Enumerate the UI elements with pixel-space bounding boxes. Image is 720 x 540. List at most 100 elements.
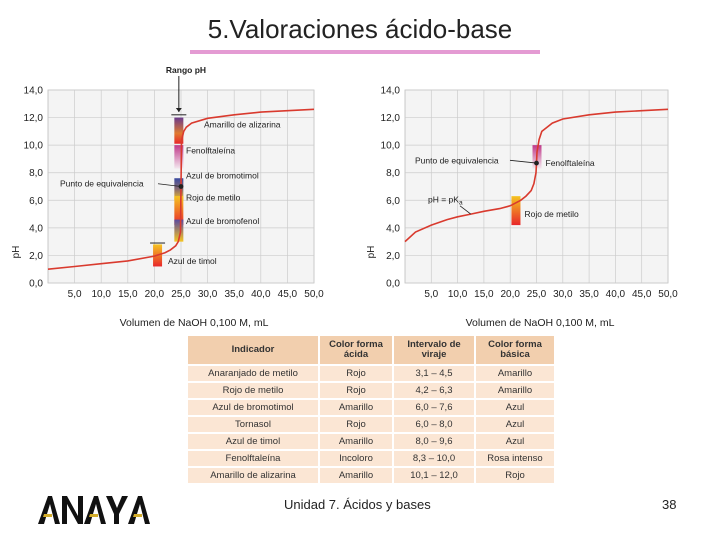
y-tick-label: 2,0 [386,251,400,262]
y-axis-label: pH [11,246,22,259]
indicator-label: Rojo de metilo [524,209,579,219]
footer-text: Unidad 7. Ácidos y bases [284,497,431,512]
table-cell: Azul de timol [188,434,318,449]
table-cell: Azul de bromotimol [188,400,318,415]
indicator-label: Fenolftaleína [186,146,235,156]
table-cell: Amarillo [320,468,392,483]
y-tick-label: 6,0 [29,196,43,207]
table-cell: 4,2 – 6,3 [394,383,474,398]
indicator-label: Amarillo de alizarina [204,119,281,129]
indicator-range-bar [511,196,521,226]
leader-line [157,183,182,187]
x-axis-label: Volumen de NaOH 0,100 M, mL [120,317,269,329]
y-tick-label: 4,0 [386,223,400,234]
y-tick-label: 12,0 [24,113,44,124]
title-underline [190,50,540,54]
equivalence-label: Punto de equivalencia [415,155,499,165]
x-tick-label: 20,0 [500,289,520,300]
table-cell: Rojo [320,417,392,432]
y-tick-label: 12,0 [381,113,401,124]
table-row: Azul de timol Amarillo 8,0 – 9,6 Azul [188,434,554,449]
x-tick-label: 30,0 [553,289,573,300]
table-cell: Rojo [320,383,392,398]
x-tick-label: 35,0 [579,289,599,300]
table-cell: Rosa intenso [476,451,554,466]
table-cell: 10,1 – 12,0 [394,468,474,483]
indicator-label: Azul de timol [168,256,217,266]
y-tick-label: 10,0 [381,141,401,152]
table-cell: Amarillo [476,383,554,398]
table-header: Indicador [188,336,318,364]
x-tick-label: 45,0 [278,289,298,300]
table-cell: 6,0 – 8,0 [394,417,474,432]
x-tick-label: 50,0 [658,289,678,300]
table-row: Tornasol Rojo 6,0 – 8,0 Azul [188,417,554,432]
indicator-label: Fenolftaleína [546,158,595,168]
table-cell: 8,3 – 10,0 [394,451,474,466]
y-axis-label: pH [366,246,377,259]
x-tick-label: 20,0 [145,289,165,300]
y-tick-label: 8,0 [29,168,43,179]
table-cell: Incoloro [320,451,392,466]
titration-curve [404,108,669,243]
y-tick-label: 6,0 [386,196,400,207]
titration-curve [47,108,315,270]
table-cell: Azul [476,434,554,449]
leader-line [459,205,471,215]
table-cell: Rojo [320,366,392,381]
leader-line [509,159,537,164]
indicator-range-bar [174,117,184,144]
table-row: Rojo de metilo Rojo 4,2 – 6,3 Amarillo [188,383,554,398]
range-label: Rango pH [166,65,206,75]
page-number: 38 [662,497,677,512]
y-tick-label: 8,0 [386,168,400,179]
x-tick-label: 35,0 [224,289,244,300]
y-tick-label: 0,0 [29,279,43,290]
table-header: Color forma ácida [320,336,392,364]
x-tick-label: 25,0 [527,289,547,300]
x-tick-label: 45,0 [632,289,652,300]
table-cell: Amarillo [320,400,392,415]
table-header: Color forma básica [476,336,554,364]
indicator-range-bar [174,219,184,242]
x-tick-label: 5,0 [68,289,82,300]
table-cell: 3,1 – 4,5 [394,366,474,381]
table-cell: Anaranjado de metilo [188,366,318,381]
slide-title: 5.Valoraciones ácido-base [207,14,513,44]
indicator-label: Azul de bromotimol [186,170,259,180]
y-tick-label: 10,0 [24,141,44,152]
table-row: Fenolftaleína Incoloro 8,3 – 10,0 Rosa inte… [188,451,554,466]
table-header-row: Indicador Color forma ácida Intervalo de… [188,336,554,364]
y-tick-label: 14,0 [381,86,401,97]
x-tick-label: 40,0 [251,289,271,300]
indicator-range-bar [174,145,184,169]
anaya-logo [38,496,150,524]
table-cell: Tornasol [188,417,318,432]
pka-label: pH = pKa [428,195,463,207]
table-cell: Azul [476,400,554,415]
x-tick-label: 25,0 [171,289,191,300]
x-tick-label: 50,0 [304,289,324,300]
arrow-head [175,108,182,113]
x-tick-label: 30,0 [198,289,218,300]
x-tick-label: 15,0 [118,289,138,300]
table-cell: Amarillo [476,366,554,381]
table-cell: Fenolftaleína [188,451,318,466]
titration-chart-weak-acid: 0,0 2,0 4,0 6,0 8,0 10,0 12,0 14,0 5,0 10,0 15,0 2… [366,86,678,330]
table-cell: Rojo [476,468,554,483]
x-tick-label: 10,0 [448,289,468,300]
x-tick-label: 10,0 [91,289,111,300]
table-cell: Rojo de metilo [188,383,318,398]
x-tick-label: 15,0 [474,289,494,300]
table-cell: 8,0 – 9,6 [394,434,474,449]
x-axis-label: Volumen de NaOH 0,100 M, mL [466,317,615,329]
table-row: Anaranjado de metilo Rojo 3,1 – 4,5 Amarill… [188,366,554,381]
y-tick-label: 2,0 [29,251,43,262]
y-tick-label: 4,0 [29,223,43,234]
table-cell: Azul [476,417,554,432]
x-tick-label: 40,0 [606,289,626,300]
equivalence-label: Punto de equivalencia [60,179,144,189]
indicator-table: Indicador Color forma ácida Intervalo de… [186,334,556,485]
y-tick-label: 14,0 [24,86,44,97]
indicator-range-bar [174,178,184,201]
